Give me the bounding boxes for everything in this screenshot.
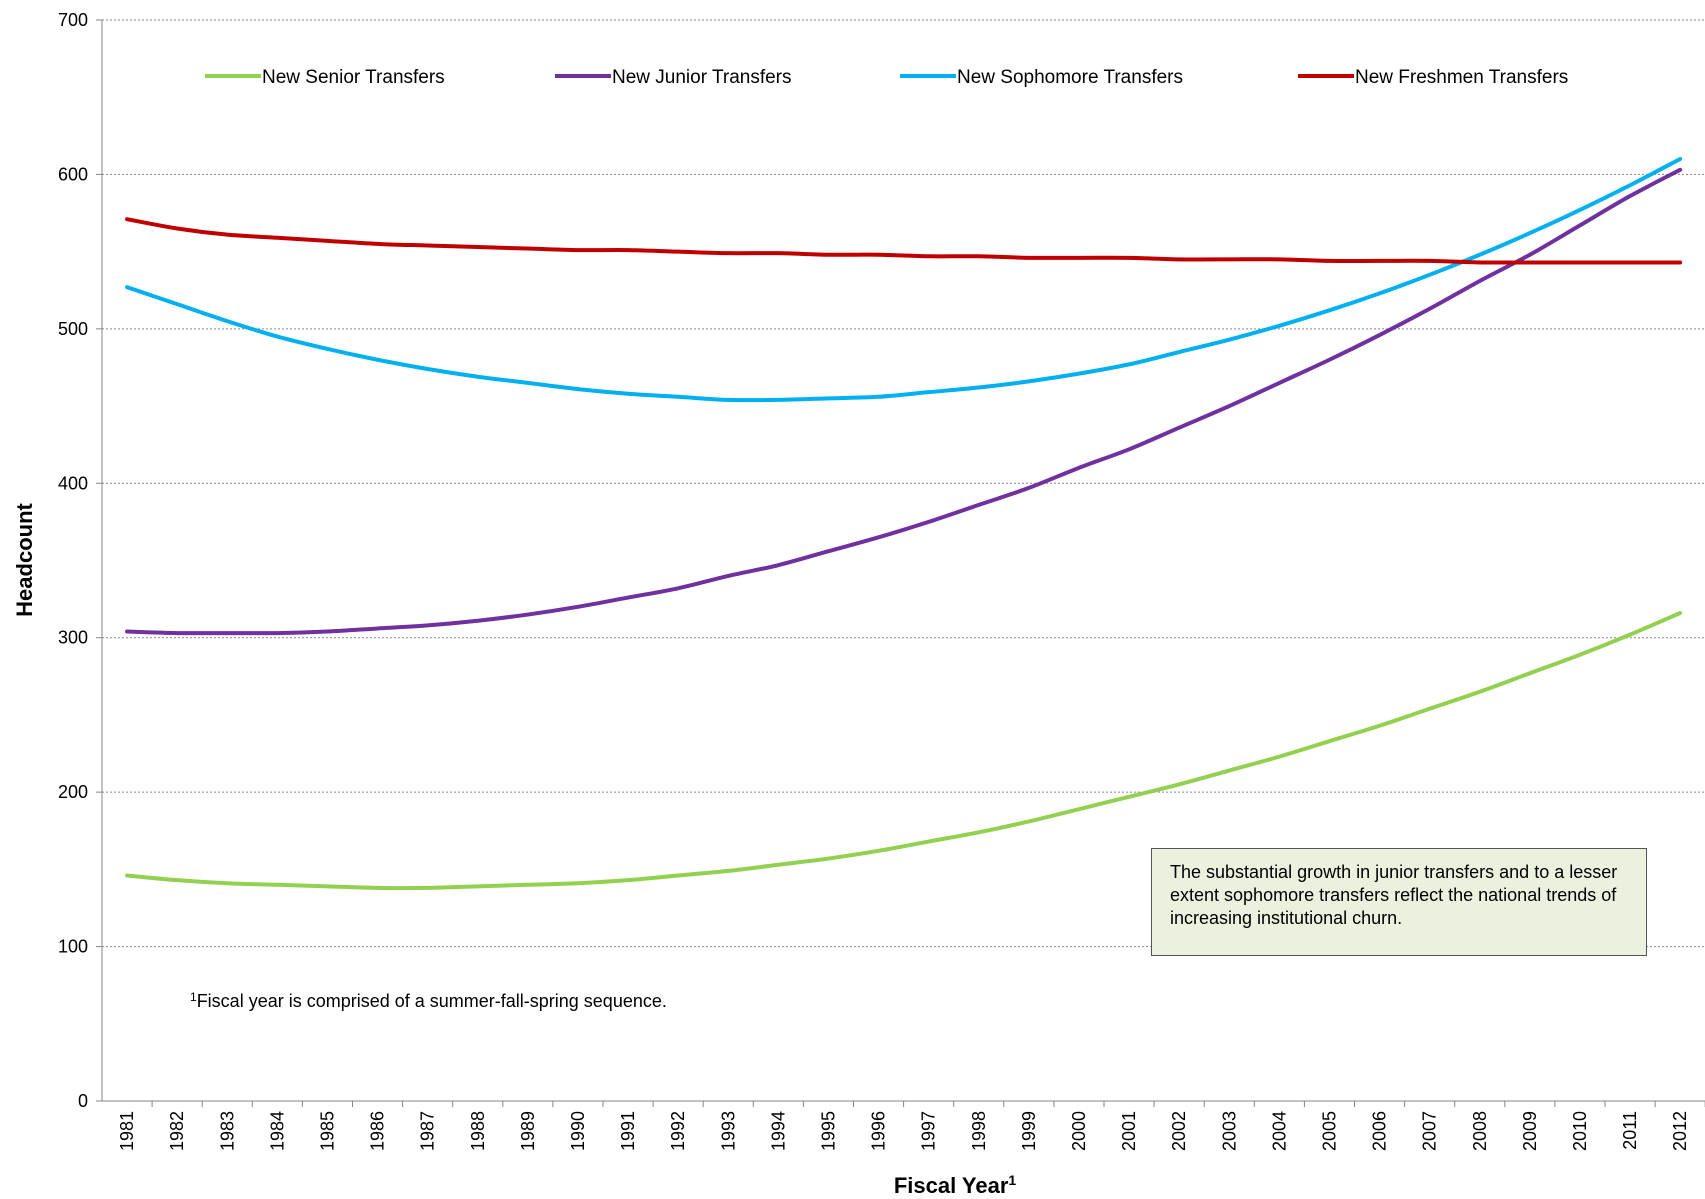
- x-tick-label: 2001: [1119, 1111, 1139, 1151]
- legend-label: New Junior Transfers: [612, 67, 792, 88]
- x-tick-label: 1996: [869, 1111, 889, 1151]
- x-tick-label: 1986: [368, 1111, 388, 1151]
- x-tick-label: 1991: [618, 1111, 638, 1151]
- x-axis-title: Fiscal Year1: [894, 1172, 1017, 1198]
- annotation-callout: The substantial growth in junior transfe…: [1151, 848, 1647, 956]
- footnote-marker: 1: [190, 990, 197, 1004]
- y-tick-label: 100: [58, 937, 88, 957]
- series-line-3: [125, 217, 1683, 265]
- x-tick-label: 2000: [1069, 1111, 1089, 1151]
- x-axis-title-text: Fiscal Year: [894, 1173, 1009, 1198]
- x-tick-label: 1988: [468, 1111, 488, 1151]
- x-tick-label: 1987: [418, 1111, 438, 1151]
- series-line-2: [125, 156, 1683, 403]
- legend: New Senior Transfers New Junior Transfers…: [205, 67, 1568, 88]
- x-tick-label: 1990: [568, 1111, 588, 1151]
- x-tick-label: 1997: [919, 1111, 939, 1151]
- series-line-0: [125, 611, 1683, 891]
- y-tick-label: 300: [58, 628, 88, 648]
- x-tick-label: 1985: [317, 1111, 337, 1151]
- x-tick-label: 2004: [1269, 1111, 1289, 1151]
- series-lines: [125, 156, 1683, 891]
- series-line-1: [125, 167, 1683, 636]
- y-tick-labels: 0 100 200 300 400 500 600 700: [58, 10, 102, 1111]
- y-tick-label: 700: [58, 10, 88, 30]
- legend-label: New Senior Transfers: [262, 67, 445, 88]
- x-tick-label: 2011: [1620, 1111, 1640, 1150]
- x-tick-label: 1992: [668, 1111, 688, 1151]
- x-tick-label: 2012: [1670, 1111, 1690, 1151]
- x-axis-title-superscript: 1: [1008, 1172, 1016, 1188]
- y-tick-label: 400: [58, 473, 88, 493]
- x-tick-label: 2009: [1520, 1111, 1540, 1151]
- x-tick-label: 1999: [1019, 1111, 1039, 1151]
- gridlines: [102, 19, 1705, 948]
- y-tick-label: 0: [78, 1091, 88, 1111]
- x-tick-label: 1981: [117, 1111, 137, 1151]
- x-tick-label: 2005: [1319, 1111, 1339, 1151]
- x-tick-label: 2007: [1420, 1111, 1440, 1151]
- x-tick-label: 1993: [718, 1111, 738, 1151]
- legend-label: New Sophomore Transfers: [957, 67, 1183, 88]
- legend-label: New Freshmen Transfers: [1355, 67, 1568, 88]
- y-tick-label: 200: [58, 782, 88, 802]
- x-tick-label: 1983: [217, 1111, 237, 1151]
- x-tick-label: 1994: [768, 1111, 788, 1151]
- x-tick-labels: 1981 1982 1983 1984 1985 1986 1987 1988 1989 1990…: [117, 1101, 1705, 1151]
- y-tick-label: 500: [58, 319, 88, 339]
- y-axis-title: Headcount: [12, 502, 37, 616]
- x-tick-label: 1982: [167, 1111, 187, 1151]
- x-tick-label: 2008: [1470, 1111, 1490, 1151]
- x-tick-label: 2006: [1370, 1111, 1390, 1151]
- x-tick-label: 1984: [267, 1111, 287, 1151]
- x-tick-label: 2002: [1169, 1111, 1189, 1151]
- x-tick-label: 2010: [1570, 1111, 1590, 1151]
- x-tick-label: 1989: [518, 1111, 538, 1151]
- x-tick-label: 2003: [1219, 1111, 1239, 1151]
- x-tick-label: 1998: [969, 1111, 989, 1151]
- x-tick-label: 1995: [818, 1111, 838, 1151]
- y-tick-label: 600: [58, 164, 88, 184]
- footnote: 1Fiscal year is comprised of a summer-fa…: [190, 990, 667, 1011]
- footnote-text: Fiscal year is comprised of a summer-fal…: [197, 991, 667, 1011]
